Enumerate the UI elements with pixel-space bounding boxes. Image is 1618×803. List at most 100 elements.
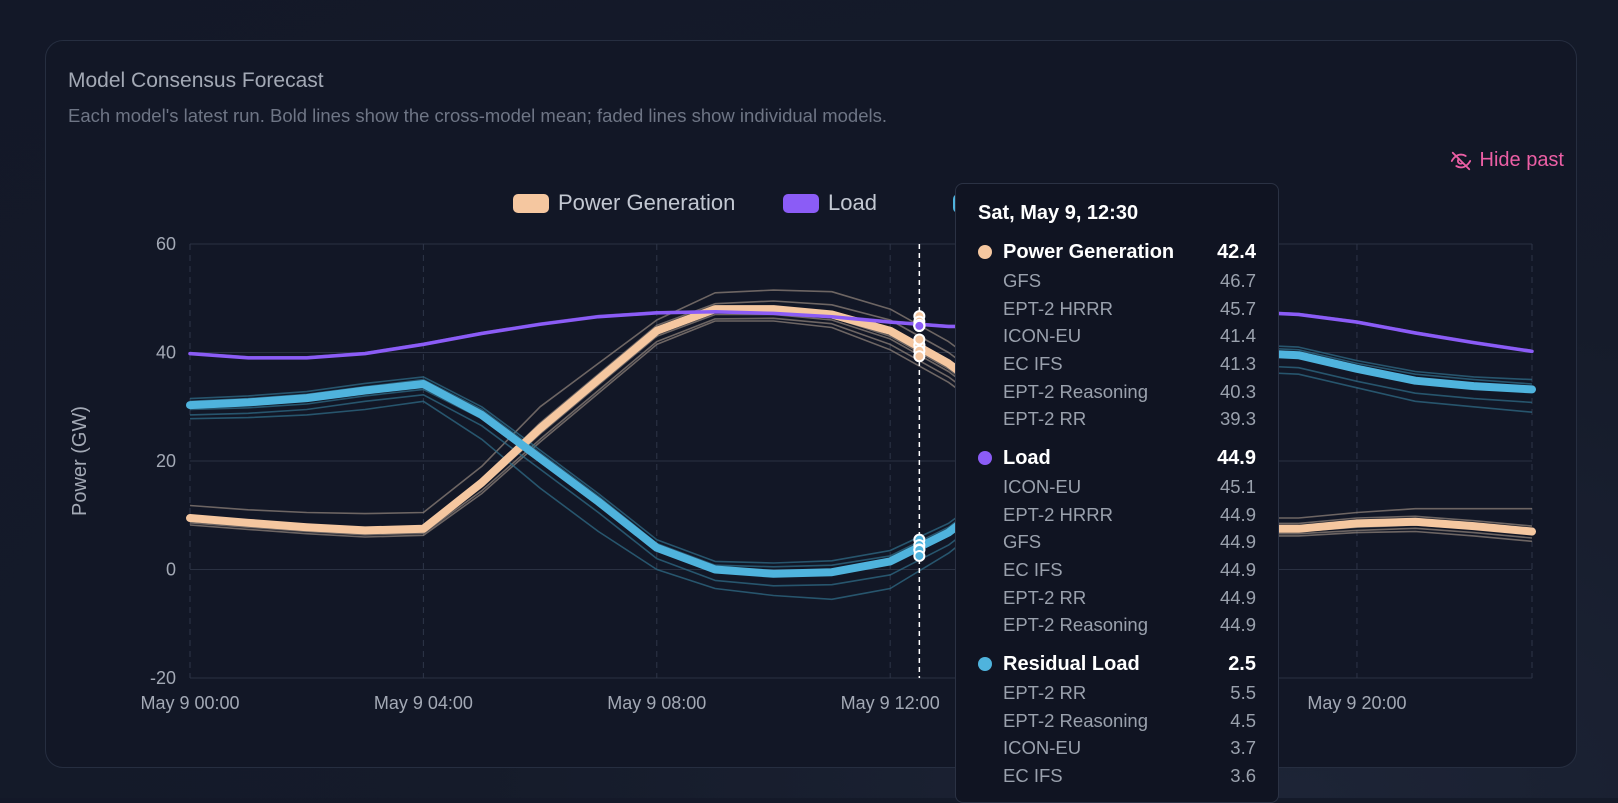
hide-past-button[interactable]: Hide past [1450, 149, 1565, 172]
tooltip-model-value: 44.9 [1219, 531, 1256, 553]
hover-tooltip: Sat, May 9, 12:30 Power Generation 42.4 GF… [955, 183, 1279, 803]
tooltip-series-value: 44.9 [1217, 446, 1256, 469]
y-tick-label-1: 0 [166, 560, 176, 580]
tooltip-model-row: EC IFS 44.9 [978, 556, 1256, 584]
power-generation-model-ec-ifs-line [189, 313, 1533, 535]
tooltip-model-value: 39.3 [1219, 408, 1256, 430]
residual-load-mean-line [186, 348, 1536, 578]
tooltip-model-value: 46.7 [1219, 269, 1256, 291]
residual-load-model-ept-2-reasoning-line [189, 346, 1533, 568]
power-generation-model-gfs-line [189, 289, 1532, 519]
tooltip-model-name: EPT-2 Reasoning [1003, 380, 1149, 402]
tooltip-series-value: 42.4 [1217, 240, 1256, 263]
eye-off-icon [1450, 151, 1471, 170]
tooltip-model-row: EPT-2 RR 44.9 [978, 584, 1256, 612]
tooltip-series-header: Residual Load 2.5 [978, 649, 1256, 679]
y-tick-label-3: 40 [156, 343, 176, 363]
power-generation-mean-line [186, 305, 1536, 536]
tooltip-model-value: 41.3 [1219, 352, 1256, 374]
tooltip-model-row: ICON-EU 41.4 [978, 322, 1256, 350]
power-generation-hover-point[interactable] [913, 333, 926, 346]
legend-label-load[interactable]: Load [828, 190, 877, 215]
power-generation-model-ept-2-rr-line [189, 320, 1533, 543]
tooltip-model-value: 44.9 [1219, 559, 1256, 581]
tooltip-model-name: EPT-2 HRRR [1003, 297, 1113, 319]
card-description: Each model's latest run. Bold lines show… [68, 105, 887, 126]
tooltip-model-row: EPT-2 Reasoning 40.3 [978, 378, 1256, 406]
tooltip-model-name: EPT-2 Reasoning [1003, 614, 1149, 636]
power-generation-hover-point[interactable] [913, 350, 926, 363]
tooltip-model-name: ICON-EU [1003, 475, 1082, 497]
tooltip-model-name: EPT-2 RR [1003, 408, 1087, 430]
tooltip-group-residual-load: Residual Load 2.5 EPT-2 RR 5.5 EPT-2 Reasoni… [978, 649, 1256, 790]
x-tick-label-0: May 9 00:00 [140, 693, 239, 713]
load-mean-line [188, 310, 1534, 360]
tooltip-model-row: EC IFS 3.6 [978, 762, 1256, 790]
x-tick-label-2: May 9 08:00 [607, 693, 706, 713]
card-title: Model Consensus Forecast [68, 69, 324, 92]
y-axis-label: Power (GW) [69, 406, 91, 516]
tooltip-model-value: 5.5 [1230, 682, 1256, 704]
residual-load-hover-point[interactable] [913, 549, 926, 562]
series-dot-icon [978, 657, 992, 672]
tooltip-model-name: EPT-2 Reasoning [1003, 709, 1149, 731]
hide-past-label: Hide past [1479, 149, 1565, 171]
tooltip-model-value: 4.5 [1230, 709, 1256, 731]
tooltip-model-value: 3.7 [1230, 737, 1256, 759]
tooltip-model-name: GFS [1003, 269, 1042, 291]
tooltip-model-row: EC IFS 41.3 [978, 350, 1256, 378]
series-dot-icon [978, 245, 992, 259]
tooltip-model-row: EPT-2 Reasoning 4.5 [978, 707, 1256, 735]
tooltip-series-name: Load [1003, 446, 1051, 469]
tooltip-model-row: EPT-2 HRRR 45.7 [978, 295, 1256, 323]
power-generation-model-icon-eu-line [189, 311, 1533, 534]
residual-load-model-gfs-line [189, 370, 1533, 601]
series-dot-icon [978, 451, 992, 466]
x-tick-label-1: May 9 04:00 [374, 693, 473, 713]
legend-swatch-load[interactable] [783, 194, 819, 213]
tooltip-model-name: EC IFS [1003, 765, 1063, 787]
residual-load-model-ept-2-hrrr-line [189, 364, 1533, 587]
tooltip-model-name: ICON-EU [1003, 325, 1082, 347]
tooltip-model-row: EPT-2 RR 39.3 [978, 405, 1256, 433]
tooltip-model-name: EPT-2 HRRR [1003, 503, 1113, 525]
legend-swatch-power-generation[interactable] [513, 194, 549, 213]
tooltip-model-name: EC IFS [1003, 352, 1063, 374]
tooltip-model-name: EPT-2 RR [1003, 586, 1087, 608]
legend-label-power-generation[interactable]: Power Generation [558, 190, 735, 215]
tooltip-model-row: GFS 46.7 [978, 267, 1256, 295]
tooltip-series-header: Load 44.9 [978, 443, 1256, 473]
y-tick-label-2: 20 [156, 451, 176, 471]
tooltip-model-value: 45.1 [1219, 475, 1256, 497]
tooltip-model-name: EPT-2 RR [1003, 682, 1087, 704]
x-tick-label-3: May 9 12:00 [841, 693, 940, 713]
tooltip-model-name: GFS [1003, 531, 1042, 553]
tooltip-model-row: GFS 44.9 [978, 529, 1256, 557]
tooltip-series-header: Power Generation 42.4 [978, 237, 1256, 267]
tooltip-header: Sat, May 9, 12:30 [978, 202, 1139, 224]
tooltip-model-row: EPT-2 Reasoning 44.9 [978, 612, 1256, 640]
tooltip-model-value: 44.9 [1219, 586, 1256, 608]
tooltip-model-row: EPT-2 RR 5.5 [978, 679, 1256, 707]
tooltip-model-value: 41.4 [1219, 325, 1256, 347]
power-generation-model-ept-2-reasoning-line [189, 317, 1533, 539]
x-tick-label-5: May 9 20:00 [1307, 693, 1406, 713]
tooltip-series-name: Residual Load [1003, 652, 1140, 675]
residual-load-model-ept-2-rr-line [189, 343, 1533, 564]
power-generation-model-ept-2-hrrr-line [189, 300, 1533, 530]
y-tick-label-0: -20 [150, 668, 176, 688]
tooltip-model-name: EC IFS [1003, 559, 1063, 581]
tooltip-model-value: 45.7 [1219, 297, 1256, 319]
tooltip-series-value: 2.5 [1228, 652, 1256, 675]
tooltip-model-row: ICON-EU 45.1 [978, 473, 1256, 501]
tooltip-model-value: 3.6 [1230, 765, 1256, 787]
tooltip-series-name: Power Generation [1003, 240, 1175, 263]
y-tick-label-4: 60 [156, 234, 176, 254]
tooltip-model-row: ICON-EU 3.7 [978, 735, 1256, 763]
load-hover-point[interactable] [913, 319, 926, 332]
tooltip-model-value: 44.9 [1219, 614, 1256, 636]
tooltip-model-row: EPT-2 HRRR 44.9 [978, 501, 1256, 529]
tooltip-group-load: Load 44.9 ICON-EU 45.1 EPT-2 HRRR 44.9 GFS 44.9… [978, 443, 1256, 639]
tooltip-group-power-generation: Power Generation 42.4 GFS 46.7 EPT-2 HRRR 45.… [978, 237, 1256, 433]
